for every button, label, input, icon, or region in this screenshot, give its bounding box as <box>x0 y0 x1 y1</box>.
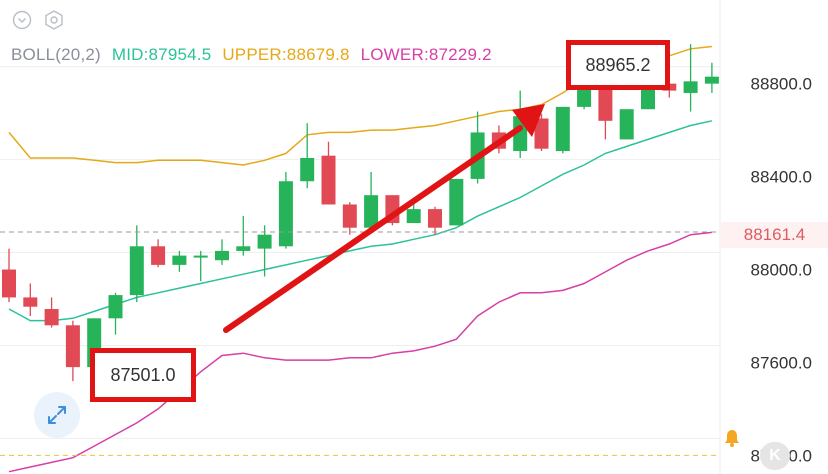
candle-body <box>449 178 464 226</box>
candle-body <box>172 255 187 265</box>
candle-body <box>406 209 421 224</box>
expand-icon <box>48 406 66 424</box>
candle-body <box>300 158 315 182</box>
y-tick-label: 88400.0 <box>751 168 812 187</box>
expand-button[interactable] <box>34 392 80 438</box>
candle-body <box>2 269 16 298</box>
chevron-down-icon[interactable] <box>10 8 34 32</box>
candle-body <box>151 246 166 265</box>
candle-body <box>704 76 719 84</box>
candle-body <box>641 88 655 110</box>
candle-body <box>534 118 549 149</box>
arrow-shaft <box>223 125 523 333</box>
arrow-head <box>512 104 545 137</box>
y-tick-label: 88800.0 <box>751 75 812 94</box>
candle-body <box>236 246 251 251</box>
candle-body <box>428 209 442 228</box>
boll-name: BOLL(20,2) <box>11 45 101 64</box>
high-price-callout: 88965.2 <box>566 40 670 90</box>
boll-lower-value: LOWER:87229.2 <box>360 45 492 64</box>
candle-body <box>555 106 570 152</box>
candle-body <box>364 195 379 228</box>
mid-band-line <box>8 120 713 322</box>
candle-body <box>215 250 229 261</box>
reference-lines <box>0 231 720 456</box>
candle-body <box>278 181 293 247</box>
candle-body <box>257 234 272 249</box>
candle-body <box>108 295 123 319</box>
settings-hexagon-icon[interactable] <box>42 8 66 32</box>
lower-band-line <box>8 231 712 473</box>
candle-body <box>342 204 357 228</box>
trend-arrow <box>223 104 545 333</box>
candle-body <box>44 309 59 326</box>
candle-body <box>129 246 144 296</box>
top-toolbar <box>10 8 66 32</box>
y-tick-label: 88000.0 <box>751 261 812 280</box>
candles <box>2 44 719 382</box>
boll-mid-value: MID:87954.5 <box>111 45 212 64</box>
y-tick-label: 87600.0 <box>751 353 812 372</box>
candle-body <box>65 325 80 368</box>
k-logo: K <box>760 442 790 470</box>
current-price-tag: 88161.4 <box>721 222 828 248</box>
boll-upper-value: UPPER:88679.8 <box>222 45 350 64</box>
candle-body <box>23 297 38 307</box>
candle-body <box>321 155 336 205</box>
low-price-callout: 87501.0 <box>90 348 196 402</box>
candle-body <box>683 81 698 93</box>
bell-icon[interactable] <box>722 428 742 453</box>
boll-legend: BOLL(20,2) MID:87954.5 UPPER:88679.8 LOW… <box>11 45 498 65</box>
candle-body <box>193 255 208 258</box>
candle-body <box>619 109 634 140</box>
grid-lines <box>0 0 721 474</box>
